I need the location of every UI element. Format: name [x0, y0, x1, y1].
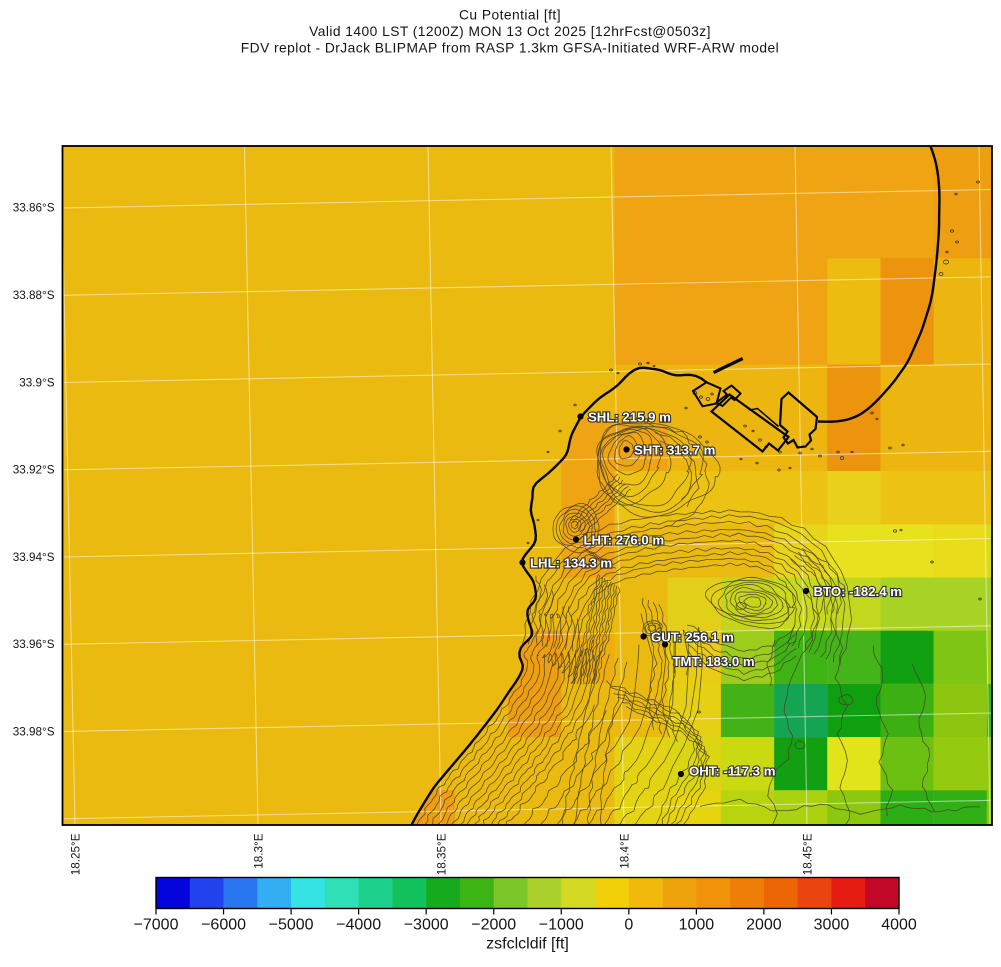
svg-text:−3000: −3000 — [404, 917, 449, 934]
svg-text:SHL: 215.9 m: SHL: 215.9 m — [588, 409, 671, 424]
svg-text:4000: 4000 — [881, 917, 917, 934]
svg-text:Cu Potential [ft]: Cu Potential [ft] — [459, 8, 561, 23]
svg-text:−6000: −6000 — [201, 917, 246, 934]
svg-text:GUT: 256.1 m: GUT: 256.1 m — [651, 629, 734, 644]
svg-text:TMT: 183.0 m: TMT: 183.0 m — [673, 654, 755, 669]
svg-text:33.86°S: 33.86°S — [13, 202, 55, 215]
svg-text:−7000: −7000 — [134, 917, 179, 934]
svg-text:Valid 1400 LST (1200Z) MON 13: Valid 1400 LST (1200Z) MON 13 Oct 2025 [… — [309, 24, 711, 39]
svg-text:0: 0 — [624, 917, 633, 934]
svg-text:zsfclcldif [ft]: zsfclcldif [ft] — [486, 936, 569, 953]
svg-text:33.94°S: 33.94°S — [13, 551, 55, 564]
svg-text:33.96°S: 33.96°S — [13, 638, 55, 651]
svg-text:18.25°E: 18.25°E — [70, 833, 83, 875]
svg-text:−2000: −2000 — [471, 917, 516, 934]
svg-text:2000: 2000 — [746, 917, 782, 934]
svg-text:3000: 3000 — [814, 917, 850, 934]
svg-text:18.3°E: 18.3°E — [253, 833, 266, 868]
svg-text:18.4°E: 18.4°E — [619, 833, 632, 868]
svg-text:18.35°E: 18.35°E — [436, 833, 449, 875]
svg-text:LHT: 276.0 m: LHT: 276.0 m — [584, 532, 665, 547]
svg-text:BTO: -182.4 m: BTO: -182.4 m — [814, 584, 902, 599]
svg-text:−1000: −1000 — [539, 917, 584, 934]
svg-text:33.88°S: 33.88°S — [13, 289, 55, 302]
svg-text:FDV replot - DrJack BLIPMAP fr: FDV replot - DrJack BLIPMAP from RASP 1.… — [241, 41, 779, 56]
svg-text:LHL: 134.3 m: LHL: 134.3 m — [530, 555, 612, 570]
svg-text:−5000: −5000 — [269, 917, 314, 934]
svg-text:33.92°S: 33.92°S — [13, 464, 55, 477]
svg-text:1000: 1000 — [679, 917, 715, 934]
svg-text:18.45°E: 18.45°E — [802, 833, 815, 875]
svg-text:−4000: −4000 — [336, 917, 381, 934]
svg-text:33.9°S: 33.9°S — [19, 376, 54, 389]
svg-text:OHT: -117.3 m: OHT: -117.3 m — [689, 763, 775, 778]
svg-text:33.98°S: 33.98°S — [13, 726, 55, 739]
svg-text:SHT: 313.7 m: SHT: 313.7 m — [634, 442, 715, 457]
